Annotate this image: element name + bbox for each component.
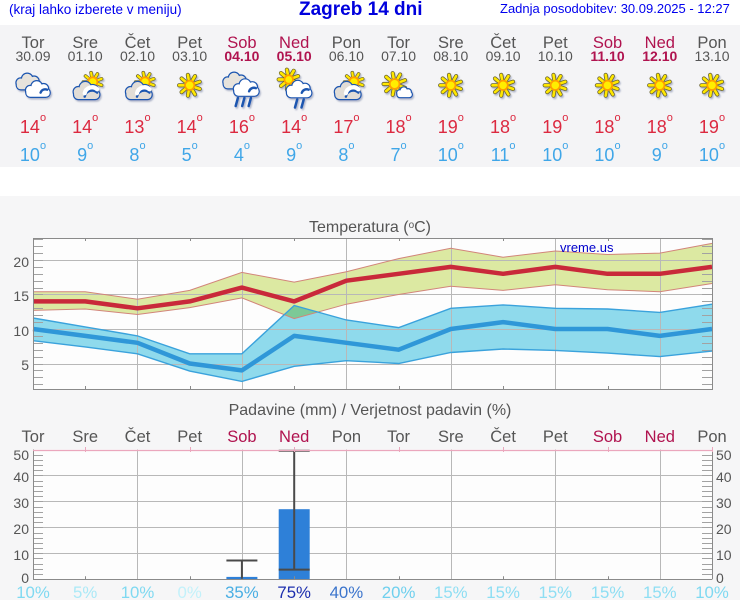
svg-text:vreme.us: vreme.us [560,240,614,255]
